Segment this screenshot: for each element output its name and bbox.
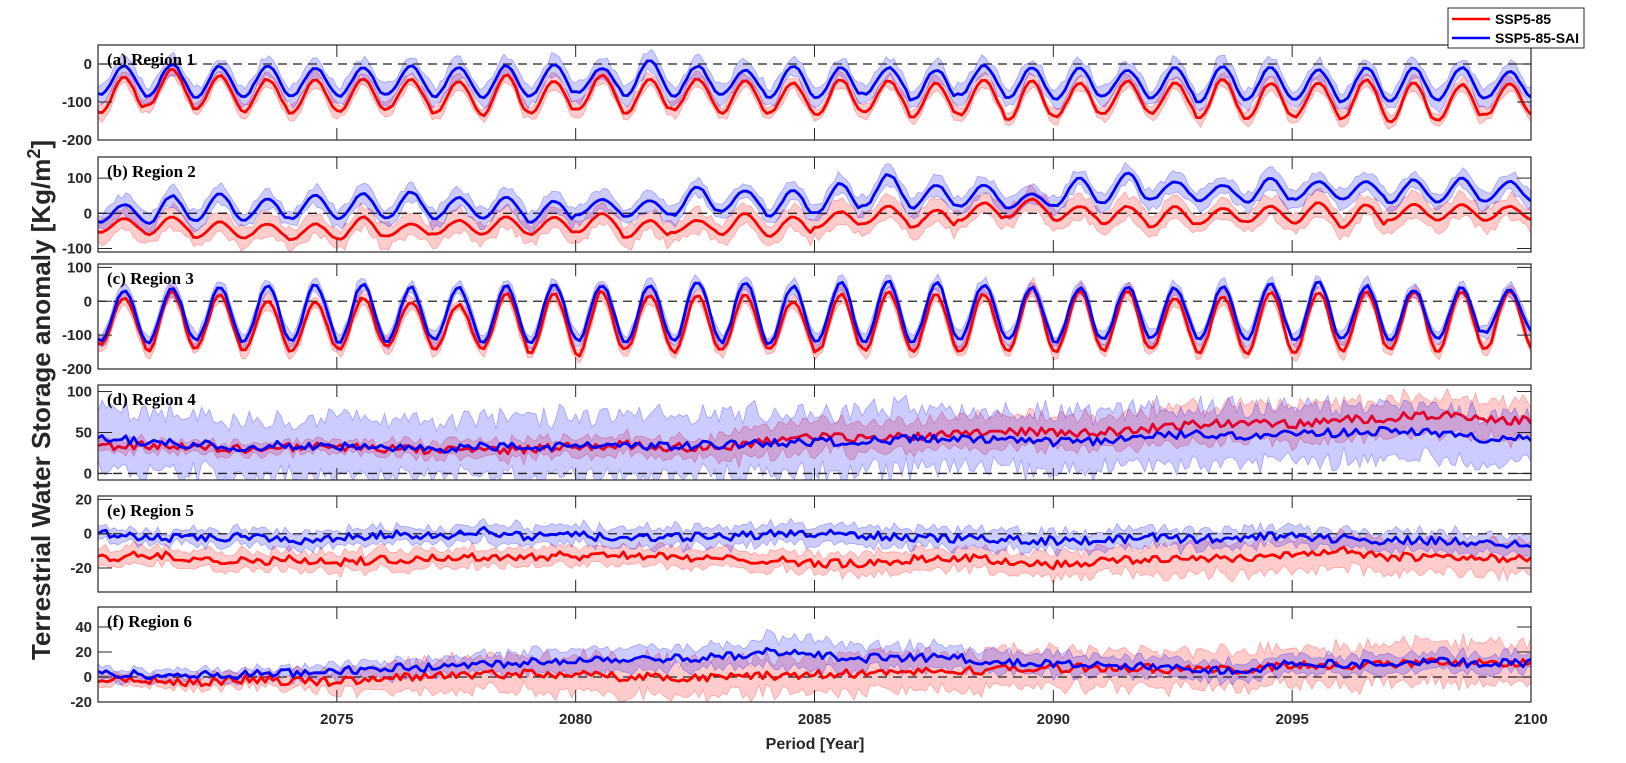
y-tick-label: -100	[62, 240, 92, 257]
x-tick-label: 2090	[1037, 711, 1070, 728]
band-ssp585-sai	[98, 273, 1531, 352]
line-ssp585-sai	[98, 647, 1531, 681]
y-tick-label: 0	[84, 669, 92, 686]
panel-label: (a) Region 1	[107, 50, 195, 69]
y-tick-label: -200	[62, 132, 92, 149]
y-tick-label: -100	[62, 327, 92, 344]
panel-region-6: -20 0 20 40 (f) Region 6	[70, 606, 1532, 711]
band-ssp585-sai	[98, 161, 1531, 236]
mean-lines	[98, 171, 1531, 241]
y-tick-label: 20	[75, 644, 92, 661]
uncertainty-bands	[98, 48, 1531, 130]
y-tick-label: -200	[62, 361, 92, 378]
band-ssp585-sai	[98, 517, 1531, 560]
panel-label: (c) Region 3	[107, 269, 194, 288]
mean-lines	[98, 525, 1531, 571]
band-ssp585	[98, 62, 1531, 130]
band-ssp585-sai	[98, 48, 1531, 114]
line-ssp585-sai	[98, 525, 1531, 549]
x-tick-label: 2100	[1514, 711, 1547, 728]
y-tick-label: 100	[67, 170, 92, 187]
x-axis-label: Period [Year]	[766, 736, 865, 753]
y-tick-label: 0	[84, 526, 92, 543]
y-axis-label-superscript: 2	[24, 149, 44, 159]
y-tick-label: -20	[70, 694, 92, 711]
y-tick-label: 0	[84, 465, 92, 482]
band-ssp585	[98, 633, 1531, 702]
panel-label: (f) Region 6	[107, 612, 192, 631]
panel-label: (d) Region 4	[107, 390, 196, 409]
y-tick-label: 0	[84, 205, 92, 222]
line-ssp585	[98, 545, 1531, 571]
legend-label-ssp585: SSP5-85	[1495, 11, 1551, 27]
y-tick-label: 40	[75, 619, 92, 636]
x-tick-label: 2080	[559, 711, 592, 728]
mean-lines	[98, 410, 1531, 456]
band-ssp585	[98, 184, 1531, 252]
legend: SSP5-85 SSP5-85-SAI	[1447, 7, 1585, 49]
legend-box	[1447, 7, 1585, 49]
legend-label-ssp585-sai: SSP5-85-SAI	[1495, 30, 1579, 46]
line-ssp585	[98, 197, 1531, 241]
panel-label: (b) Region 2	[107, 162, 196, 181]
panel-region-4: 0 50 100 (d) Region 4	[67, 384, 1532, 482]
y-tick-label: 100	[67, 259, 92, 276]
panel-region-2: -100 0 100 (b) Region 2	[62, 156, 1532, 257]
mean-lines	[98, 59, 1531, 124]
line-ssp585-sai	[98, 59, 1531, 104]
line-ssp585	[98, 657, 1531, 688]
y-tick-label: 0	[84, 293, 92, 310]
panel-label: (e) Region 5	[107, 501, 194, 520]
y-tick-label: -20	[70, 560, 92, 577]
y-axis-label: Terrestrial Water Storage anomaly [Kg/m2…	[24, 140, 56, 660]
y-tick-label: 20	[75, 491, 92, 508]
line-ssp585-sai	[98, 279, 1531, 346]
panel-region-5: -20 0 20 (e) Region 5	[70, 491, 1532, 593]
y-tick-label: 100	[67, 384, 92, 401]
uncertainty-bands	[98, 161, 1531, 252]
x-tick-label: 2075	[320, 711, 353, 728]
line-ssp585	[98, 285, 1531, 358]
x-axis: 2075 2080 2085 2090 2095 2100	[320, 711, 1548, 728]
panel-region-3: -200 -100 0 100 (c) Region 3	[62, 259, 1532, 378]
line-ssp585	[98, 68, 1531, 124]
y-tick-label: 0	[84, 56, 92, 73]
line-ssp585-sai	[98, 171, 1531, 225]
y-tick-label: -100	[62, 94, 92, 111]
x-tick-label: 2085	[798, 711, 831, 728]
panel-region-1: -200 -100 0 (a) Region 1	[62, 44, 1532, 149]
y-tick-label: 50	[75, 425, 92, 442]
line-ssp585-sai	[98, 426, 1531, 454]
band-ssp585	[98, 527, 1531, 586]
uncertainty-bands	[98, 517, 1531, 586]
mean-lines	[98, 279, 1531, 358]
mean-lines	[98, 647, 1531, 688]
x-tick-label: 2095	[1275, 711, 1308, 728]
